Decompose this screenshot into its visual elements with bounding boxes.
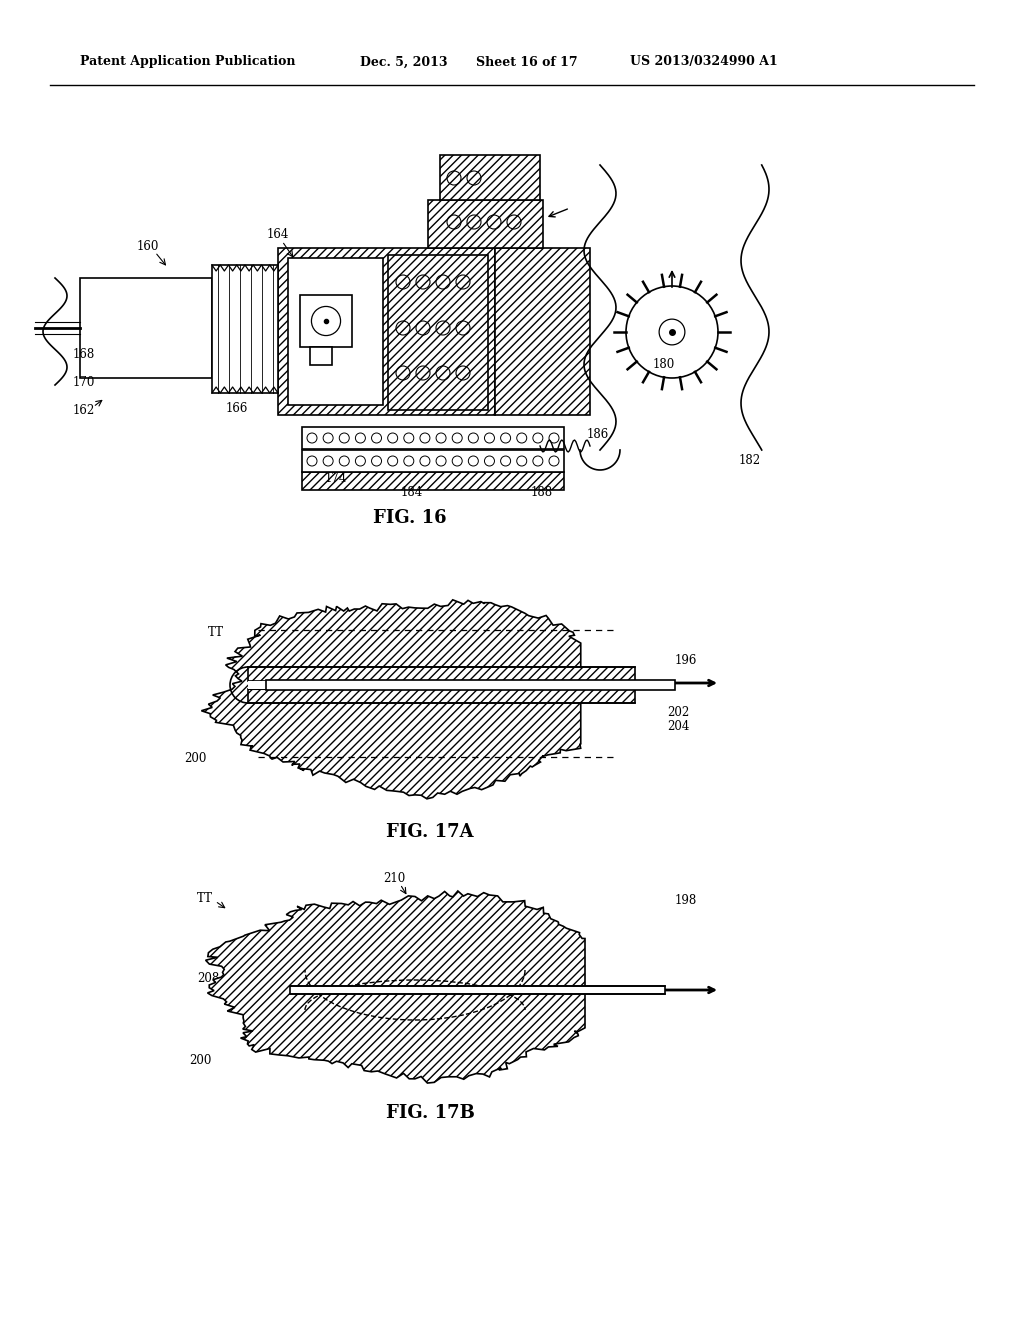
- Bar: [302, 450, 564, 473]
- Text: 206: 206: [231, 656, 254, 669]
- Text: 170: 170: [73, 376, 95, 389]
- Text: 162: 162: [73, 404, 95, 417]
- Text: 210: 210: [383, 871, 406, 884]
- Text: 198: 198: [675, 894, 697, 907]
- Text: 184: 184: [400, 487, 423, 499]
- Text: 178: 178: [443, 203, 466, 216]
- Text: 172: 172: [344, 292, 367, 305]
- Text: 182: 182: [739, 454, 761, 466]
- Bar: [302, 426, 564, 449]
- Bar: [440, 154, 540, 201]
- Bar: [248, 681, 635, 689]
- Text: 196: 196: [675, 653, 697, 667]
- Bar: [440, 154, 540, 201]
- Text: 180: 180: [653, 359, 675, 371]
- Bar: [266, 680, 675, 690]
- Text: 168: 168: [73, 348, 95, 362]
- Polygon shape: [206, 891, 585, 1082]
- Text: Dec. 5, 2013: Dec. 5, 2013: [360, 55, 447, 69]
- Bar: [248, 667, 635, 681]
- Text: 200: 200: [188, 1053, 211, 1067]
- Text: 172: 172: [484, 203, 506, 216]
- Bar: [300, 294, 352, 347]
- Text: 186: 186: [587, 429, 609, 441]
- Text: 166: 166: [226, 401, 248, 414]
- Text: 200: 200: [184, 751, 206, 764]
- Polygon shape: [202, 599, 581, 799]
- Bar: [495, 248, 590, 414]
- Text: FIG. 16: FIG. 16: [373, 510, 446, 527]
- Bar: [248, 689, 635, 704]
- Bar: [278, 248, 495, 414]
- Bar: [388, 255, 488, 411]
- Bar: [428, 201, 543, 248]
- Bar: [80, 279, 212, 378]
- Text: 164: 164: [267, 228, 289, 242]
- Bar: [288, 257, 383, 405]
- Bar: [310, 347, 332, 366]
- Text: 188: 188: [530, 486, 553, 499]
- Text: 174: 174: [325, 471, 347, 484]
- Text: 160: 160: [137, 240, 159, 253]
- Text: TT: TT: [208, 627, 224, 639]
- Text: Sheet 16 of 17: Sheet 16 of 17: [476, 55, 578, 69]
- Text: 202: 202: [667, 706, 689, 719]
- Bar: [428, 201, 543, 248]
- Text: TT: TT: [197, 891, 213, 904]
- Text: FIG. 17A: FIG. 17A: [386, 822, 474, 841]
- Text: 176: 176: [455, 186, 477, 198]
- Text: FIG. 17B: FIG. 17B: [386, 1104, 474, 1122]
- Bar: [290, 986, 665, 994]
- Bar: [248, 689, 635, 704]
- Text: US 2013/0324990 A1: US 2013/0324990 A1: [630, 55, 778, 69]
- Text: Patent Application Publication: Patent Application Publication: [80, 55, 296, 69]
- Text: 204: 204: [667, 719, 689, 733]
- Bar: [495, 248, 590, 414]
- Bar: [278, 248, 495, 414]
- Bar: [248, 667, 635, 681]
- Text: 208: 208: [197, 972, 219, 985]
- Bar: [302, 473, 564, 490]
- Bar: [212, 265, 278, 393]
- Bar: [388, 255, 488, 411]
